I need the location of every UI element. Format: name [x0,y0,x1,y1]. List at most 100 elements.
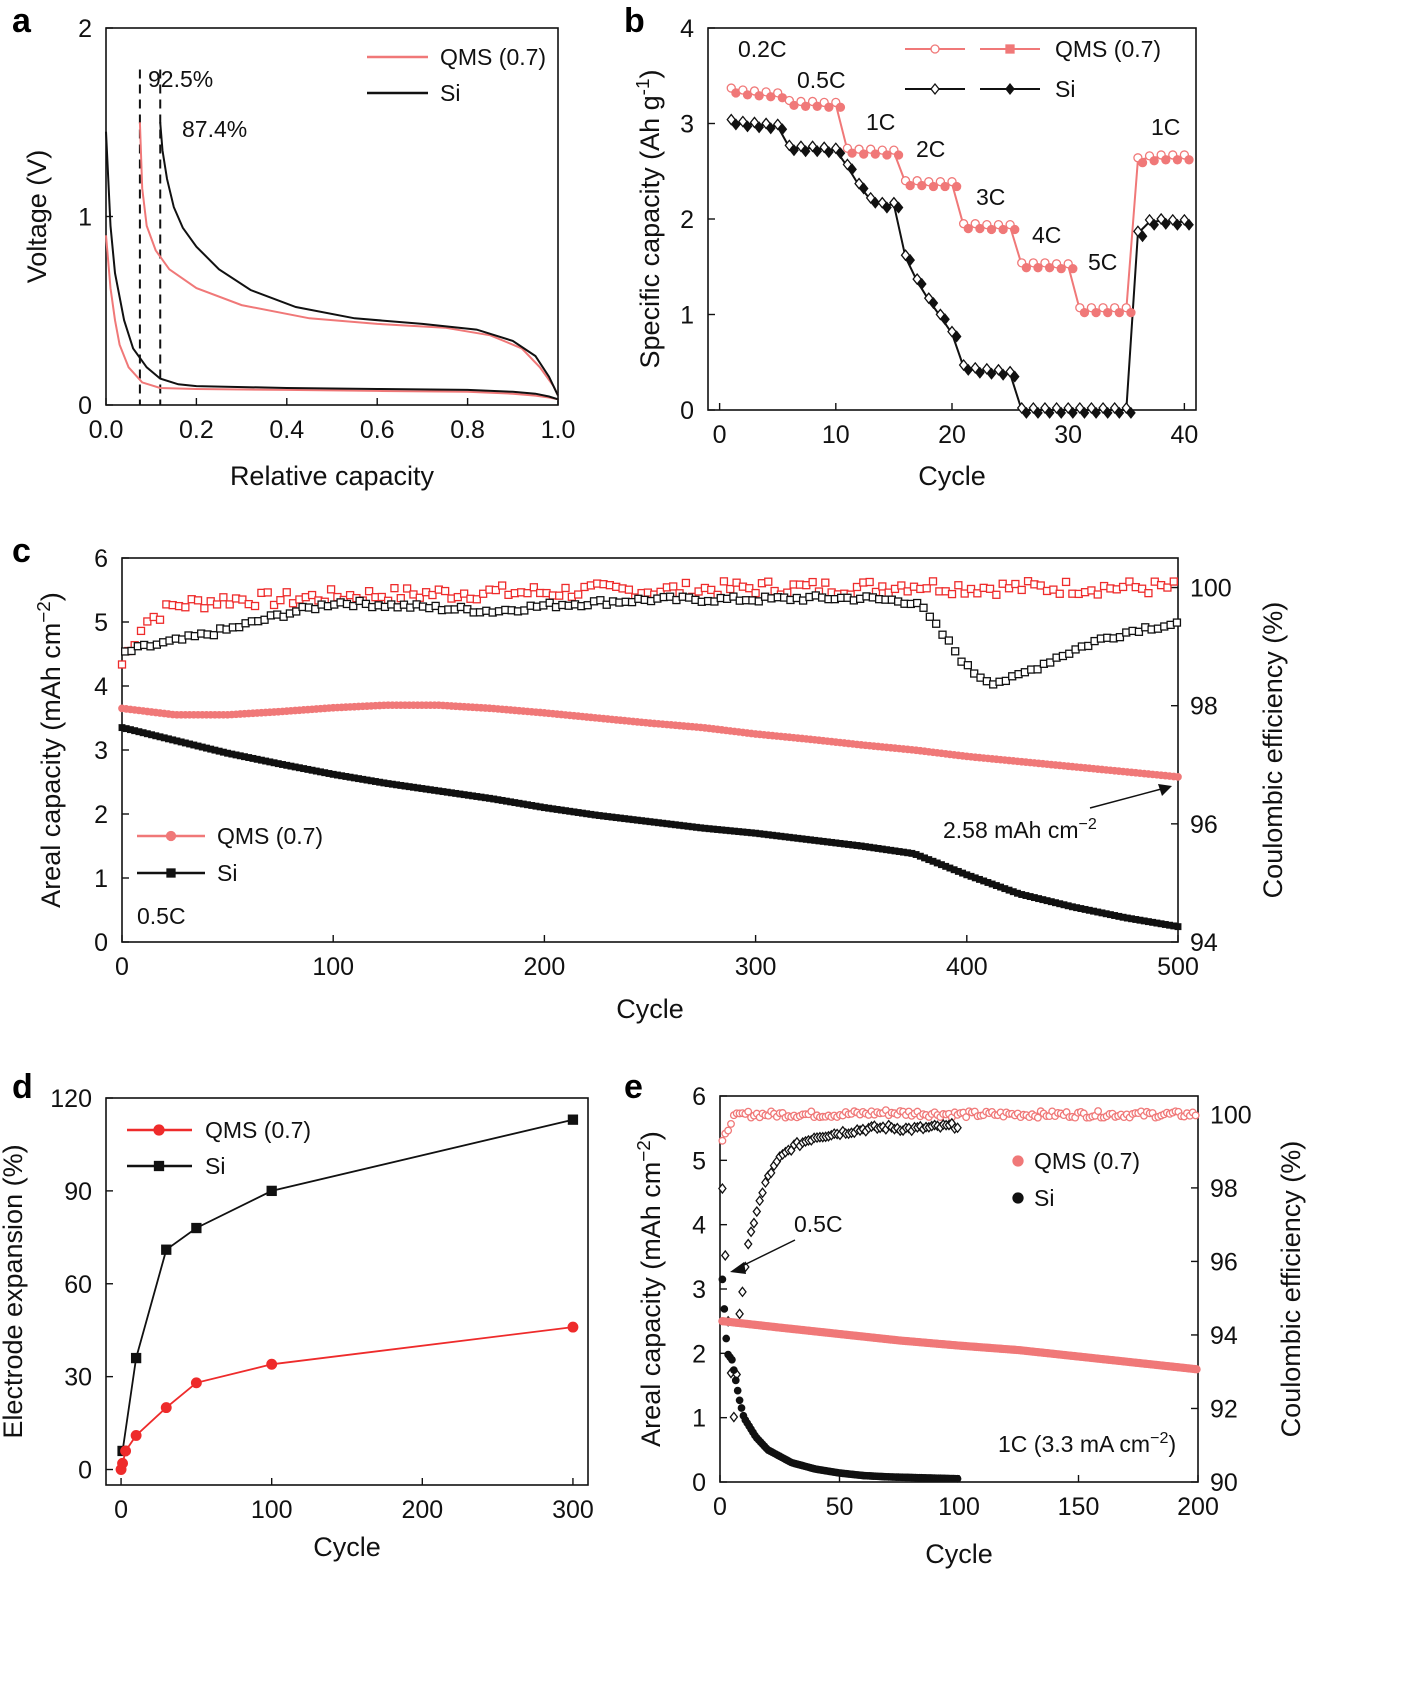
data-point [212,600,222,609]
data-point [669,582,678,591]
legend-label-qms: QMS (0.7) [1055,36,1161,62]
data-point [130,1430,142,1441]
y-tick-label: 0 [78,392,92,420]
data-point [390,583,399,593]
x-tick-label: 0.6 [360,416,395,444]
y-tick-label: 6 [94,545,108,573]
legend-marker [930,82,940,96]
data-point [1172,618,1182,627]
data-point [998,579,1007,588]
x-axis-label: Cycle [616,994,684,1024]
data-point [882,201,892,214]
y-axis-label: Electrode expansion (%) [0,1144,28,1438]
data-point [1169,577,1178,586]
panel-b: b 0 10 20 30 40 0 1 2 3 4 Cycle Specific capacity (A… [624,2,1198,491]
data-point [1021,263,1032,273]
data-point [808,577,817,587]
data-point [127,646,136,656]
data-point [555,591,564,600]
panel-label: c [12,532,31,570]
legend-marker [153,1124,165,1136]
annotation-label: 0.5C [794,1211,843,1237]
data-point [1192,1365,1201,1374]
y-tick-label: 3 [692,1276,706,1304]
data-point [181,603,190,612]
y-tick-label: 6 [692,1083,706,1111]
data-point [858,182,869,195]
legend-label-qms: QMS (0.7) [440,44,546,70]
legend-label-qms: QMS (0.7) [217,823,323,849]
y2-axis-label: Coulombic efficiency (%) [1258,602,1288,899]
data-point [755,1195,764,1207]
y-tick-label: 1 [692,1405,706,1433]
data-point [922,584,931,593]
data-point [764,577,773,586]
x-tick-label: 100 [251,1496,293,1524]
annotation-final-capacity: 2.58 mAh cm−2 [943,815,1097,843]
data-point [754,597,763,606]
data-point [624,585,634,594]
data-point [735,1308,744,1320]
legend-label-si: Si [1034,1185,1054,1211]
data-point [238,595,247,604]
data-point [835,147,846,160]
data-point [269,600,279,610]
y-axis-label: Specific capacity (Ah g-1) [633,70,666,369]
data-point [847,163,857,176]
data-point [491,585,500,595]
legend-label-si: Si [217,860,237,886]
data-point [870,196,881,209]
data-point [944,636,953,645]
data-point [1174,923,1182,931]
data-point [1009,370,1020,383]
x-tick-label: 200 [1177,1493,1219,1521]
rate-label: 2C [916,136,945,162]
data-point [459,589,469,598]
data-point [1056,406,1067,419]
data-point [266,1185,277,1197]
data-point [1004,584,1014,593]
data-point [520,606,529,615]
data-point [852,582,862,592]
data-point [998,368,1008,381]
y2-tick-label: 100 [1190,575,1232,603]
data-point [719,577,729,586]
data-point [882,150,892,160]
data-point [738,1286,747,1298]
data-point [928,296,939,310]
x-tick-label: 0.0 [89,416,124,444]
data-point [1010,224,1020,235]
legend-label-si: Si [1055,76,1075,102]
data-point [1044,263,1055,273]
data-point [940,181,950,192]
data-point [777,123,788,136]
y2-axis-label: Coulombic efficiency (%) [1276,1141,1306,1438]
data-point [928,181,939,192]
data-point [263,588,272,597]
panel-label: e [624,1068,643,1106]
data-point [472,595,481,604]
y2-tick-label: 94 [1190,929,1218,957]
y-tick-label: 30 [64,1364,92,1392]
x-tick-label: 50 [826,1493,854,1521]
legend-marker [153,1160,165,1172]
data-point [951,330,962,343]
data-point [893,201,904,214]
annotation-si: 87.4% [182,116,247,142]
x-tick-label: 0.2 [179,416,214,444]
y-tick-label: 5 [692,1147,706,1175]
data-point [596,596,605,605]
data-point [743,1238,753,1250]
y-tick-label: 1 [78,204,92,232]
y-tick-label: 4 [94,673,108,701]
panel-e: e 0 50 100 150 200 0 1 2 3 4 5 6 90 92 94 96 98 100 Cycle Ar… [624,1068,1306,1569]
data-point [1163,583,1172,592]
data-point [1079,406,1090,419]
legend-marker [165,830,177,842]
data-point [718,1136,727,1145]
data-point [349,601,358,611]
annotation-arrow [737,1239,796,1269]
y-tick-label: 1 [680,302,694,330]
data-point [951,647,960,656]
y-tick-label: 60 [64,1271,92,1299]
